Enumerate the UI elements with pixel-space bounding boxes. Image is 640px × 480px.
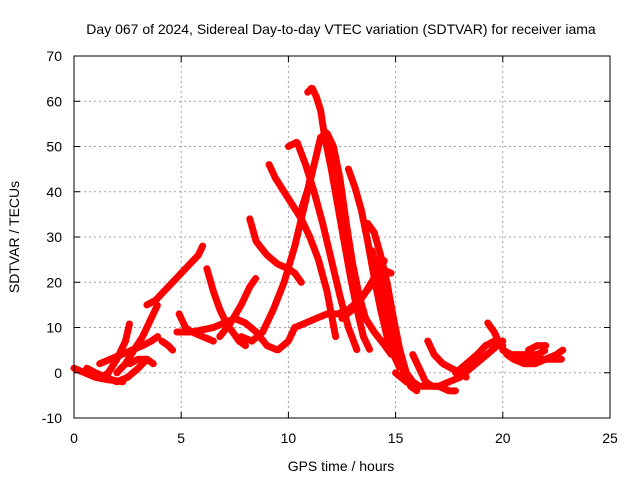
- chart-title: Day 067 of 2024, Sidereal Day-to-day VTE…: [86, 21, 596, 37]
- axis-tick-labels: 0 5 10 15 20 25 -10 0 10 20 30 40 50 60 70: [42, 48, 618, 446]
- series-arc-15: [265, 161, 340, 341]
- series-arc-18: [297, 129, 395, 359]
- x-tick-label: 15: [388, 430, 404, 446]
- grid: [74, 56, 610, 418]
- x-tick-label: 5: [177, 430, 185, 446]
- y-tick-label: 0: [54, 365, 62, 381]
- series-arc-30: [510, 346, 567, 368]
- series-arc-29: [499, 346, 550, 359]
- y-tick-label: -10: [42, 410, 62, 426]
- y-tick-label: 10: [46, 320, 62, 336]
- y-tick-label: 70: [46, 48, 62, 64]
- series-arc-10: [173, 314, 299, 354]
- y-tick-label: 30: [46, 229, 62, 245]
- series-arc-14: [246, 215, 305, 286]
- series-arc-4: [98, 319, 134, 381]
- series-arc-26: [424, 337, 470, 381]
- series-arc-31: [525, 342, 550, 354]
- series-arc-2: [83, 355, 151, 386]
- data-series: [70, 84, 567, 395]
- y-tick-label: 50: [46, 139, 62, 155]
- series-arc-21: [344, 165, 404, 372]
- series-arc-13: [216, 274, 260, 341]
- series-arc-8: [158, 337, 177, 354]
- y-tick-label: 60: [46, 93, 62, 109]
- x-axis-label: GPS time / hours: [288, 458, 395, 474]
- x-tick-label: 10: [281, 430, 297, 446]
- x-tick-label: 0: [70, 430, 78, 446]
- axis-ticks: [73, 55, 611, 419]
- x-tick-label: 20: [495, 430, 511, 446]
- series-arc-25: [409, 337, 507, 390]
- y-tick-label: 40: [46, 184, 62, 200]
- y-tick-label: 20: [46, 274, 62, 290]
- series-arc-5: [113, 301, 162, 377]
- x-tick-label: 25: [602, 430, 618, 446]
- series-arc-6: [126, 355, 157, 368]
- series-arc-17: [304, 84, 374, 354]
- series-arc-7: [143, 242, 207, 309]
- series-arc-12: [237, 165, 316, 345]
- y-axis-label: SDTVAR / TECUs: [6, 181, 22, 293]
